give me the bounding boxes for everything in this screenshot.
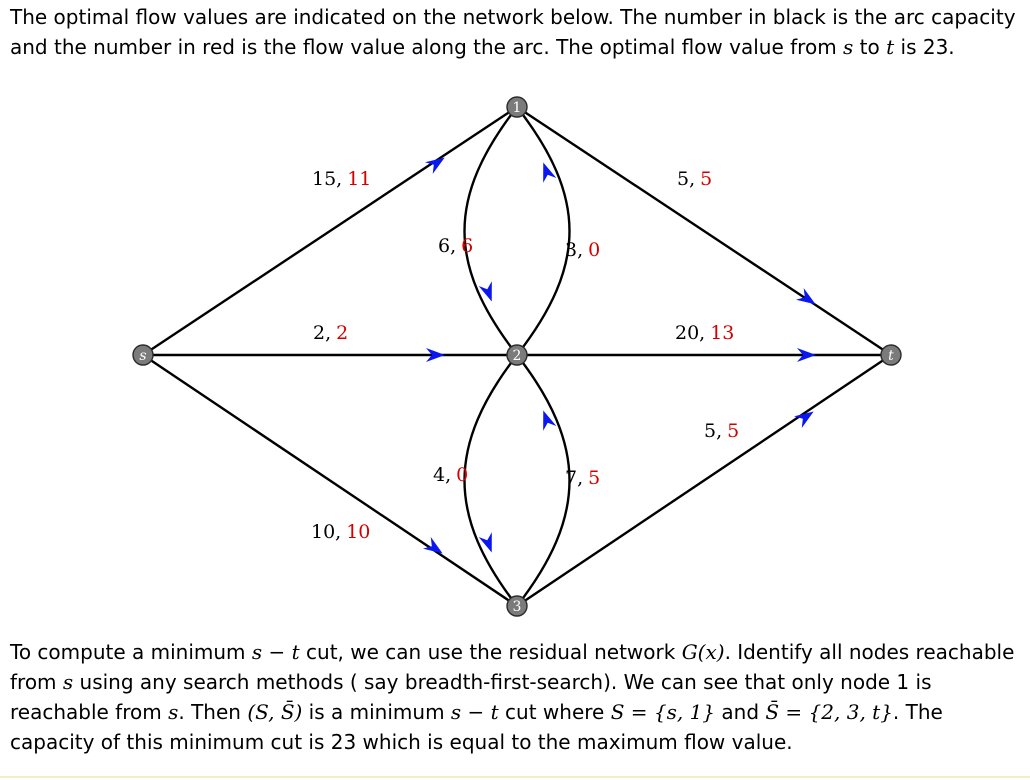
arrowhead-2-3 bbox=[478, 532, 492, 553]
label-arc-2-3: 4, 0 bbox=[433, 464, 468, 486]
arc-1-2 bbox=[463, 106, 518, 356]
arrowhead-3-2 bbox=[543, 410, 557, 431]
flow-s-2: 2 bbox=[336, 322, 348, 344]
arc-s-3 bbox=[142, 354, 518, 607]
intro-math-s: s bbox=[843, 35, 854, 59]
outro-math-cut-pair: (S, S̄) bbox=[247, 700, 303, 724]
outro-math-s2: s bbox=[168, 700, 179, 724]
label-arc-s-2: 2, 2 bbox=[313, 322, 348, 344]
label-arc-s-1: 15, 11 bbox=[312, 168, 371, 190]
flow-1-2: 6 bbox=[461, 235, 473, 257]
arrowhead-s-3 bbox=[422, 537, 443, 554]
label-arc-3-2: 7, 5 bbox=[565, 467, 600, 489]
flow-1-t: 5 bbox=[700, 168, 712, 190]
outro-text-9: . The capacity of this minimum cut is 23… bbox=[10, 700, 943, 754]
outro-math-s1: s bbox=[62, 670, 74, 694]
capacity-s-1: 15, bbox=[312, 168, 342, 190]
arc-1-t bbox=[516, 105, 892, 357]
outro-text-8: and bbox=[715, 700, 766, 724]
node-2-label: 2 bbox=[513, 348, 522, 364]
arc-2-3 bbox=[463, 354, 518, 607]
bottom-divider bbox=[0, 776, 1030, 778]
node-1: 1 bbox=[506, 96, 528, 118]
flow-s-3: 10 bbox=[346, 521, 370, 543]
label-arc-2-1: 3, 0 bbox=[565, 239, 600, 261]
arrowhead-s-2 bbox=[426, 348, 445, 362]
outro-math-st-cut: s − t bbox=[251, 640, 300, 664]
flow-2-1: 0 bbox=[588, 239, 600, 261]
flow-network-diagram: 15, 11 2, 2 10, 10 6, 6 3, 0 4, 0 7, 5 5, 5 20, 1… bbox=[132, 96, 902, 617]
arrowhead-1-2 bbox=[478, 281, 492, 302]
outro-text-6: is a minimum bbox=[302, 700, 451, 724]
intro-text-1: The optimal flow values are indicated on… bbox=[10, 5, 1016, 59]
capacity-s-2: 2, bbox=[313, 322, 331, 344]
node-3-label: 3 bbox=[513, 599, 522, 615]
node-t-label: t bbox=[888, 348, 894, 364]
arc-3-t bbox=[516, 354, 892, 607]
node-s-label: s bbox=[139, 348, 146, 364]
arc-3-2 bbox=[516, 354, 571, 607]
node-1-label: 1 bbox=[513, 100, 522, 116]
capacity-3-2: 7, bbox=[565, 467, 583, 489]
explanation-paragraph: To compute a minimum s − t cut, we can u… bbox=[10, 637, 1025, 757]
outro-text-5: . Then bbox=[178, 700, 248, 724]
arc-s-1 bbox=[142, 105, 518, 357]
label-arc-1-2: 6, 6 bbox=[438, 235, 473, 257]
node-s: s bbox=[132, 344, 154, 366]
capacity-1-t: 5, bbox=[677, 168, 695, 190]
intro-paragraph: The optimal flow values are indicated on… bbox=[10, 2, 1025, 62]
label-arc-2-t: 20, 13 bbox=[675, 322, 734, 344]
node-3: 3 bbox=[506, 595, 528, 617]
arc-2-1 bbox=[516, 106, 571, 356]
capacity-1-2: 6, bbox=[438, 235, 456, 257]
outro-text-2: cut, we can use the residual network bbox=[299, 640, 682, 664]
flow-2-t: 13 bbox=[710, 322, 734, 344]
capacity-2-3: 4, bbox=[433, 464, 451, 486]
flow-3-t: 5 bbox=[727, 420, 739, 442]
capacity-s-3: 10, bbox=[311, 521, 341, 543]
arrowhead-2-1 bbox=[543, 162, 557, 183]
intro-math-t: t bbox=[886, 35, 895, 59]
arrowhead-1-t bbox=[795, 288, 816, 305]
arrowhead-2-t bbox=[797, 348, 816, 362]
capacity-3-t: 5, bbox=[704, 420, 722, 442]
outro-text-1: To compute a minimum bbox=[10, 640, 252, 664]
arrowhead-3-t bbox=[793, 411, 814, 428]
flow-2-3: 0 bbox=[456, 464, 468, 486]
label-arc-3-t: 5, 5 bbox=[704, 420, 739, 442]
node-2: 2 bbox=[506, 344, 528, 366]
arrowhead-s-1 bbox=[424, 157, 445, 174]
node-t: t bbox=[880, 344, 902, 366]
outro-text-4: using any search methods ( say breadth-f… bbox=[10, 670, 932, 724]
outro-text-7: cut where bbox=[498, 700, 611, 724]
outro-math-set-S: S = {s, 1} bbox=[610, 700, 716, 724]
intro-text-3: is 23. bbox=[894, 35, 955, 59]
outro-math-st-cut-2: s − t bbox=[450, 700, 499, 724]
capacity-2-t: 20, bbox=[675, 322, 705, 344]
intro-text-2: to bbox=[853, 35, 887, 59]
flow-s-1: 11 bbox=[347, 168, 371, 190]
capacity-2-1: 3, bbox=[565, 239, 583, 261]
outro-text-3: . Identify all nodes reachable from bbox=[10, 640, 1015, 694]
flow-3-2: 5 bbox=[588, 467, 600, 489]
label-arc-s-3: 10, 10 bbox=[311, 521, 370, 543]
outro-math-residual: G(x) bbox=[681, 640, 725, 664]
label-arc-1-t: 5, 5 bbox=[677, 168, 712, 190]
outro-math-set-Sbar: S̄ = {2, 3, t} bbox=[765, 700, 893, 724]
